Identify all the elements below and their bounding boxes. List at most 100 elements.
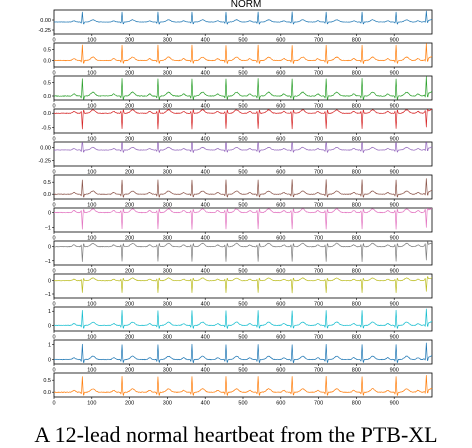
x-tick-label: 0 [52,137,55,143]
axes-frame [53,42,433,68]
x-tick-label: 600 [276,104,285,110]
x-tick-label: 600 [276,302,285,308]
x-tick-label: 300 [163,137,172,143]
x-tick-label: 600 [276,71,285,77]
x-tick-label: 400 [201,368,210,374]
lead-panel: 0 100 200 300 400 500 600 700 800 900 1 0 [48,339,433,374]
x-tick-label: 100 [87,170,96,176]
x-tick-label: 200 [125,104,134,110]
x-tick-label: 700 [314,269,323,275]
lead-panel: 0 100 200 300 400 500 600 700 800 900 0.5 0.0 [43,372,433,407]
y-tick-label: 0 [48,358,51,364]
x-tick-label: 0 [52,236,55,242]
y-tick-label: 0.0 [43,94,51,100]
y-tick-label: -0.25 [38,159,51,165]
x-tick-label: 500 [238,104,247,110]
x-tick-label: 900 [390,269,399,275]
x-tick-label: 900 [390,368,399,374]
x-tick-label: 100 [87,335,96,341]
x-tick-label: 600 [276,137,285,143]
x-tick-label: 200 [125,170,134,176]
x-tick-label: 100 [87,104,96,110]
x-tick-label: 400 [201,236,210,242]
x-tick-label: 700 [314,170,323,176]
y-tick-label: 0.0 [43,111,51,117]
x-tick-label: 600 [276,401,285,407]
lead-trace [53,142,433,153]
y-tick-label: 0.0 [43,192,51,198]
x-tick-label: 100 [87,368,96,374]
x-tick-label: 100 [87,236,96,242]
lead-trace [53,276,433,294]
x-tick-label: 500 [238,368,247,374]
lead-panel: 0 100 200 300 400 500 600 700 800 900 0.5 0.0 [43,42,433,77]
x-tick-label: 600 [276,269,285,275]
x-tick-label: 400 [201,71,210,77]
lead-panel: 0 100 200 300 400 500 600 700 800 900 0.0 -0.5 [42,108,433,143]
x-tick-label: 800 [352,302,361,308]
x-tick-label: 500 [238,269,247,275]
x-tick-label: 100 [87,38,96,44]
x-tick-label: 700 [314,71,323,77]
x-tick-label: 800 [352,203,361,209]
lead-panel: 0 100 200 300 400 500 600 700 800 900 0.00 -0.25 [38,9,433,44]
lead-trace [53,178,433,198]
y-tick-label: 0 [48,211,51,217]
lead-panel: 0 100 200 300 400 500 600 700 800 900 1 0 [48,306,433,341]
lead-panel: 0 100 200 300 400 500 600 700 800 900 0.5 0.0 [43,174,433,209]
axes-frame [53,174,433,200]
x-tick-label: 300 [163,203,172,209]
x-tick-label: 800 [352,170,361,176]
x-tick-label: 400 [201,269,210,275]
x-tick-label: 0 [52,335,55,341]
x-tick-label: 0 [52,401,55,407]
y-tick-label: 0 [48,279,51,285]
y-tick-label: −1 [45,292,51,298]
x-tick-label: 200 [125,137,134,143]
x-tick-label: 900 [390,401,399,407]
x-tick-label: 800 [352,137,361,143]
x-tick-label: 0 [52,104,55,110]
x-tick-label: 0 [52,368,55,374]
x-tick-label: 900 [390,137,399,143]
x-tick-label: 0 [52,170,55,176]
x-tick-label: 900 [390,38,399,44]
x-tick-label: 300 [163,401,172,407]
y-tick-label: 1 [48,309,51,315]
axes-frame [53,273,433,299]
x-tick-label: 700 [314,203,323,209]
x-tick-label: 900 [390,71,399,77]
y-tick-label: −1 [45,226,51,232]
x-tick-label: 100 [87,302,96,308]
lead-trace [53,308,433,329]
x-tick-label: 900 [390,104,399,110]
x-tick-label: 200 [125,38,134,44]
x-tick-label: 500 [238,38,247,44]
x-tick-label: 300 [163,170,172,176]
x-tick-label: 800 [352,236,361,242]
x-tick-label: 800 [352,269,361,275]
x-tick-label: 300 [163,335,172,341]
x-tick-label: 500 [238,302,247,308]
lead-trace [53,43,433,64]
y-tick-label: −1 [45,259,51,265]
x-tick-label: 400 [201,203,210,209]
axes-frame [53,141,433,167]
x-tick-label: 0 [52,269,55,275]
x-tick-label: 300 [163,302,172,308]
y-tick-label: -0.25 [38,28,51,34]
x-tick-label: 0 [52,71,55,77]
x-tick-label: 700 [314,302,323,308]
x-tick-label: 400 [201,401,210,407]
x-tick-label: 300 [163,269,172,275]
y-tick-label: 0.5 [43,180,51,186]
x-tick-label: 900 [390,335,399,341]
x-tick-label: 800 [352,401,361,407]
y-tick-label: 0.5 [43,81,51,87]
x-tick-label: 200 [125,368,134,374]
x-tick-label: 600 [276,335,285,341]
x-tick-label: 900 [390,302,399,308]
